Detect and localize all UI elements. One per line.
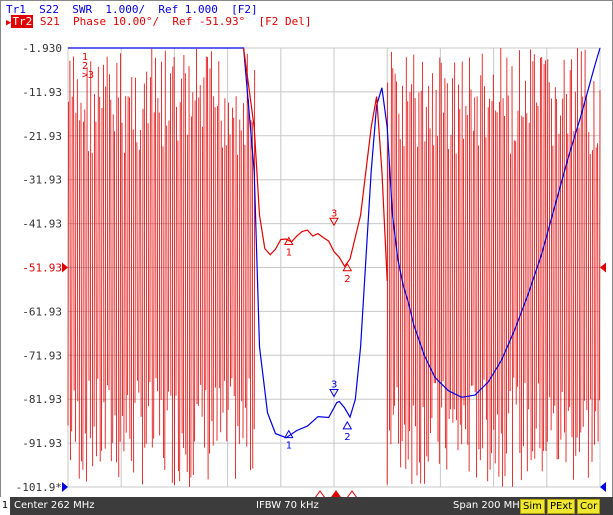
chart-svg[interactable]: -1.930 -11.93 -21.93 -31.93 -41.93 -51.93 -61.… xyxy=(0,0,613,497)
center-frequency[interactable]: Center 262 MHz xyxy=(14,500,95,511)
marker-1-icon[interactable] xyxy=(283,236,294,245)
marker-1-label: 1 xyxy=(286,247,292,258)
y-tick-label: -91.93 xyxy=(22,437,62,450)
y-tick-label: -51.93 xyxy=(22,262,62,275)
trace1-ref-marker-left[interactable] xyxy=(62,482,68,492)
pext-badge[interactable]: PExt xyxy=(547,499,576,514)
marker-3-label: 3 xyxy=(331,380,337,391)
trace2-tag: Tr2 xyxy=(11,15,34,28)
trace1-ref-marker-right[interactable] xyxy=(600,482,606,492)
trace2-label: S21 Phase 10.00°/ Ref -51.93° [F2 Del] xyxy=(33,15,312,28)
y-tick-label: -71.93 xyxy=(22,349,62,362)
sim-badge[interactable]: Sim xyxy=(520,499,545,514)
y-tick-label: -31.93 xyxy=(22,174,62,187)
y-tick-label: -61.93 xyxy=(22,305,62,318)
trace1-line[interactable] xyxy=(68,47,601,439)
cor-badge[interactable]: Cor xyxy=(577,499,601,514)
y-tick-label: -11.93 xyxy=(22,86,62,99)
marker-2-label: 2 xyxy=(344,274,350,285)
trace2-phase-wrap-noise xyxy=(67,47,601,487)
marker-table-label: 2 xyxy=(82,61,88,72)
y-tick-label: -21.93 xyxy=(22,130,62,143)
trace2-line[interactable] xyxy=(243,47,388,282)
y-tick-label: -1.930 xyxy=(22,42,62,55)
channel-number[interactable]: 1 xyxy=(0,497,10,515)
active-trace-icon: ▶ xyxy=(6,18,12,28)
marker-3-label: 3 xyxy=(331,208,337,219)
trace1-label: Tr1 S22 SWR 1.000/ Ref 1.000 [F2] xyxy=(6,3,258,16)
marker-2-icon[interactable] xyxy=(342,420,353,430)
marker-2-label: 2 xyxy=(344,432,350,443)
ref-level-marker-left[interactable] xyxy=(62,262,68,273)
ref-level-marker-right[interactable] xyxy=(600,262,606,273)
y-tick-label: -81.93 xyxy=(22,393,62,406)
ifbw[interactable]: IFBW 70 kHz xyxy=(256,500,319,511)
marker-2-icon[interactable] xyxy=(342,262,353,272)
marker-table-label: 1 xyxy=(82,52,88,63)
trace1-header[interactable]: Tr1 S22 SWR 1.000/ Ref 1.000 [F2] xyxy=(6,4,258,16)
marker-3-icon[interactable] xyxy=(329,389,339,398)
y-tick-label: -101.9* xyxy=(16,481,62,494)
status-bar: 1 Center 262 MHz IFBW 70 kHz Span 200 MH… xyxy=(0,497,613,515)
y-tick-label: -41.93 xyxy=(22,218,62,231)
marker-1-icon[interactable] xyxy=(283,429,294,439)
marker-1-label: 1 xyxy=(286,441,292,452)
marker-position-icon[interactable] xyxy=(315,490,325,497)
marker-table-label: >3 xyxy=(82,70,94,81)
trace2-header[interactable]: ▶Tr2 S21 Phase 10.00°/ Ref -51.93° [F2 D… xyxy=(6,15,312,29)
span-frequency[interactable]: Span 200 MHz xyxy=(453,500,526,511)
marker-3-icon[interactable] xyxy=(329,217,339,227)
marker-position-icon[interactable] xyxy=(347,490,357,497)
marker-position-icon[interactable] xyxy=(331,490,341,497)
